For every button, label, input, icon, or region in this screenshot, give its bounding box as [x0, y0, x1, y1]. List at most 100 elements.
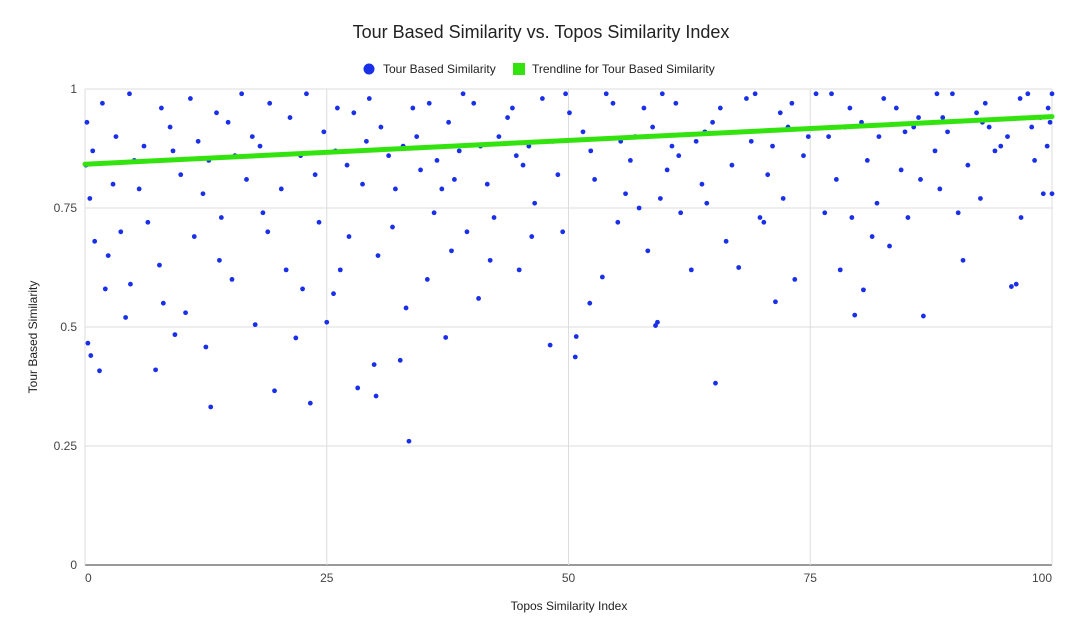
data-point — [992, 148, 998, 154]
data-point — [898, 167, 904, 173]
data-point — [113, 134, 119, 140]
data-point — [587, 300, 593, 306]
data-point — [539, 96, 545, 101]
legend: Tour Based Similarity Trendline for Tour… — [363, 62, 715, 76]
data-point — [1044, 143, 1050, 149]
data-point — [84, 119, 90, 125]
data-point — [510, 105, 515, 111]
data-point — [822, 210, 828, 216]
data-point — [160, 300, 166, 306]
data-point — [627, 158, 633, 163]
legend-marker-tour-based-similarity — [363, 63, 375, 75]
data-point — [955, 210, 961, 216]
data-point — [1008, 284, 1014, 289]
data-point — [426, 100, 432, 106]
data-point — [123, 315, 129, 320]
data-point — [688, 267, 694, 273]
data-point — [603, 91, 609, 97]
data-point — [513, 153, 519, 159]
y-axis-title: Tour Based Similarity — [26, 281, 40, 394]
data-point — [641, 105, 647, 111]
data-point — [752, 91, 758, 97]
data-point — [170, 148, 176, 154]
data-point — [905, 215, 911, 220]
data-point — [1025, 91, 1031, 97]
data-point — [717, 105, 723, 111]
data-point — [265, 229, 271, 235]
data-point — [801, 153, 806, 159]
data-point — [188, 96, 193, 101]
data-point — [529, 234, 535, 239]
data-point — [645, 248, 651, 254]
data-points — [83, 91, 1055, 444]
data-point — [491, 215, 497, 220]
data-point — [451, 177, 457, 182]
data-point — [363, 138, 369, 144]
data-point — [849, 215, 855, 220]
data-point — [496, 134, 502, 140]
data-point — [918, 177, 923, 182]
data-point — [141, 143, 147, 149]
data-point — [272, 388, 277, 394]
data-point — [403, 305, 409, 311]
data-point — [710, 119, 715, 125]
data-point — [673, 100, 679, 106]
x-axis-title: Topos Similarity Index — [511, 599, 628, 613]
data-point — [699, 181, 705, 187]
data-point — [567, 110, 572, 116]
data-point — [723, 238, 729, 244]
data-point — [214, 110, 219, 116]
data-point — [195, 138, 201, 144]
data-point — [773, 299, 778, 305]
data-point — [316, 219, 322, 225]
data-point — [136, 186, 142, 192]
data-point — [118, 229, 124, 235]
data-point — [307, 400, 313, 406]
data-point — [366, 96, 372, 101]
data-point — [128, 281, 133, 287]
data-point — [337, 267, 343, 273]
data-point — [267, 100, 273, 106]
data-point — [837, 267, 843, 273]
data-point — [826, 134, 832, 140]
x-tick-label: 100 — [1032, 571, 1052, 585]
data-point — [664, 167, 670, 173]
y-tick-label: 0.25 — [54, 439, 78, 453]
data-point — [431, 210, 437, 216]
data-point — [869, 234, 875, 239]
data-point — [1017, 96, 1023, 101]
data-point — [965, 162, 971, 168]
data-point — [229, 277, 235, 282]
data-point — [655, 319, 660, 325]
data-point — [588, 148, 594, 154]
data-point — [610, 100, 616, 106]
data-point — [982, 100, 988, 106]
data-point — [833, 177, 839, 182]
data-point — [893, 105, 899, 111]
data-point — [157, 262, 162, 268]
data-point — [484, 181, 490, 187]
data-point — [360, 181, 365, 187]
data-point — [218, 215, 224, 220]
data-point — [532, 200, 538, 206]
data-point — [178, 172, 184, 178]
data-point — [487, 257, 493, 263]
data-point — [208, 404, 214, 410]
data-point — [378, 124, 384, 130]
data-point — [386, 153, 392, 159]
data-point — [960, 257, 966, 263]
x-tick-label: 0 — [85, 571, 92, 585]
data-point — [304, 91, 309, 97]
data-point — [580, 129, 586, 135]
data-point — [876, 134, 882, 140]
data-point — [324, 319, 330, 325]
data-point — [418, 167, 423, 173]
data-point — [278, 186, 284, 192]
data-point — [563, 91, 568, 97]
data-point — [1047, 119, 1053, 125]
data-point — [217, 257, 222, 263]
data-point — [789, 100, 795, 106]
data-point — [744, 96, 749, 101]
data-point — [158, 105, 164, 111]
